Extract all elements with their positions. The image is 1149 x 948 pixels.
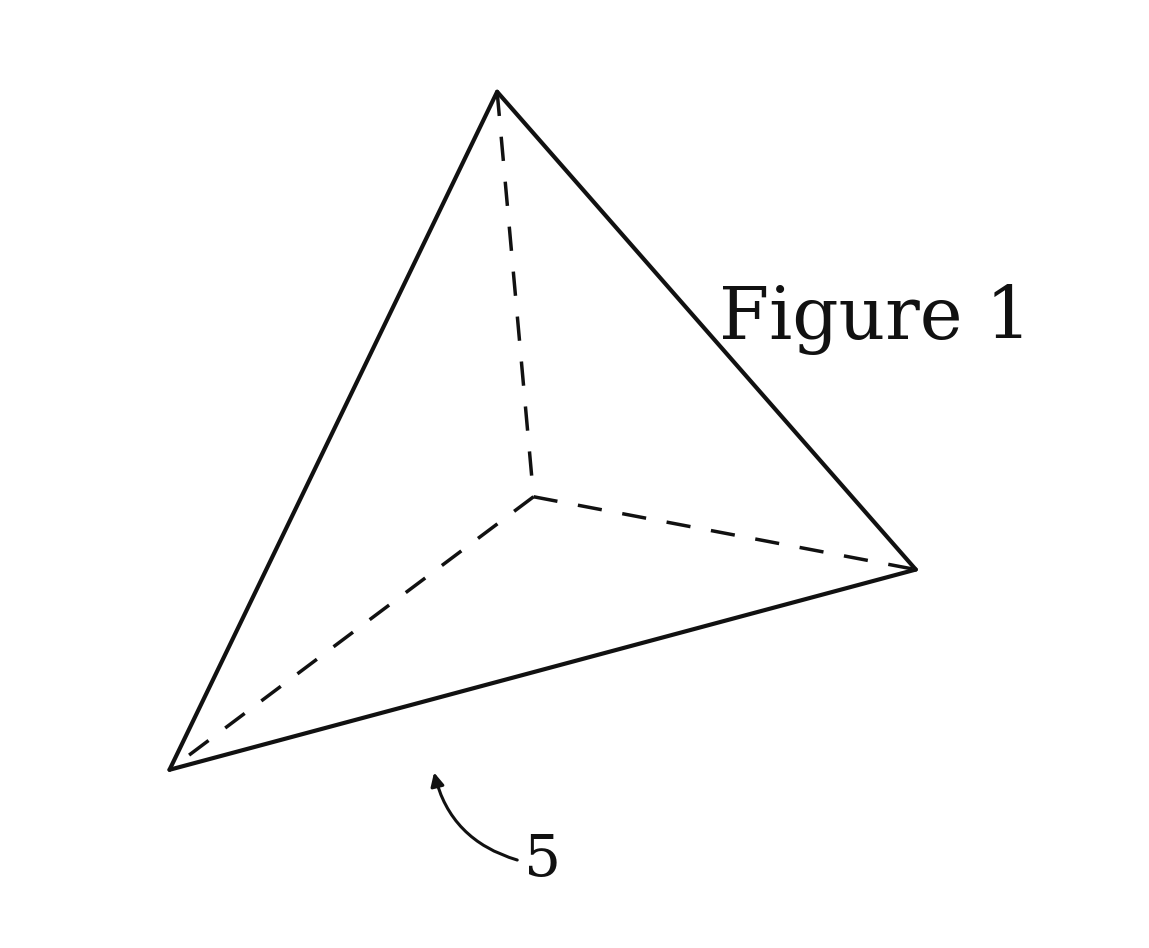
Text: Figure 1: Figure 1 xyxy=(718,283,1031,355)
Text: 5: 5 xyxy=(524,832,561,888)
